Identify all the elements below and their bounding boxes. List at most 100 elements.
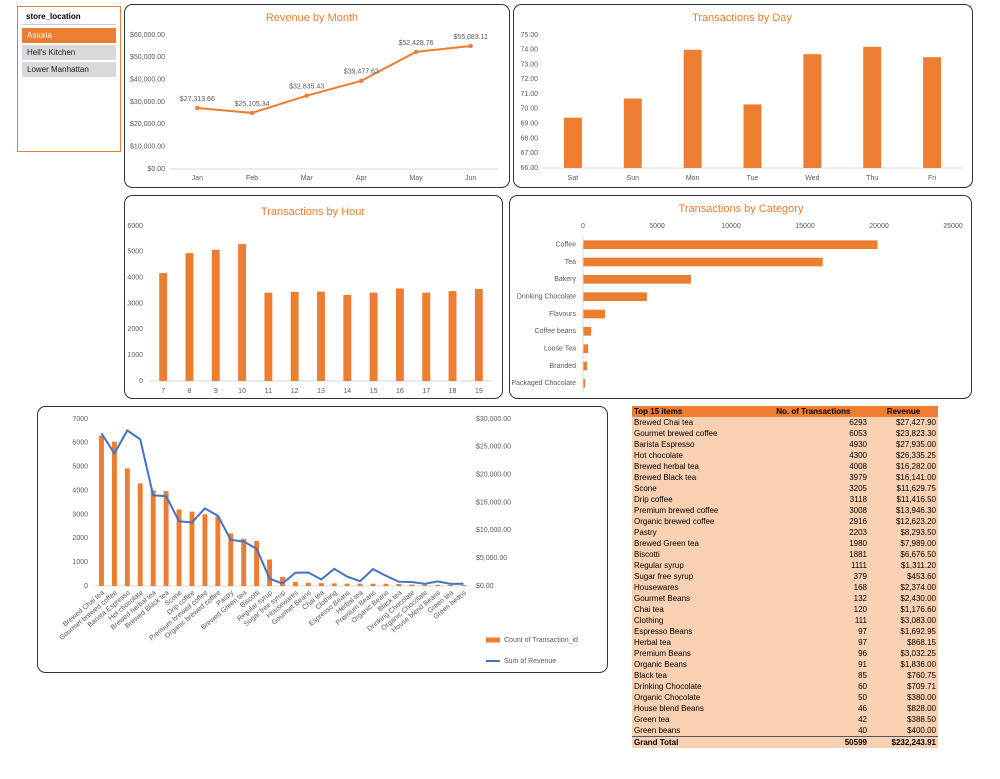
legend-label: Sum of Revenue (504, 658, 556, 665)
y-tick-label: $30,000.00 (130, 99, 165, 106)
table-row: House blend Beans 46 $828.00 (632, 703, 938, 714)
table-cell: 168 (853, 583, 867, 592)
table-row: Organic Beans 91 $1,836.00 (632, 659, 938, 670)
bar (583, 344, 589, 353)
header-cell: No. of Transactions (757, 406, 869, 417)
table-cell: 4930 (849, 440, 867, 449)
table-cell: 3205 (849, 484, 867, 493)
legend-label: Count of Transaction_id (504, 637, 578, 644)
table-cell: $3,032.25 (900, 649, 936, 658)
y-tick-label: $50,000.00 (130, 54, 165, 61)
line (197, 44, 471, 114)
chart-title: Transactions by Category (679, 203, 804, 215)
bar (305, 582, 311, 586)
bar (163, 491, 169, 586)
x-tick-label: 18 (449, 388, 457, 395)
table-cell: Premium Beans (634, 649, 691, 658)
table-cell: $453.60 (907, 572, 936, 581)
data-label: $52,428.76 (398, 40, 433, 47)
table-cell: $1,311.20 (901, 561, 936, 570)
table-cell: Sugar free syrup (634, 572, 694, 581)
y2-tick-label: $15,000.00 (476, 499, 511, 506)
table-row: Chai tea 120 $1,176.60 (632, 604, 938, 615)
table-cell: 1980 (849, 539, 867, 548)
bar (583, 292, 647, 301)
bar (189, 511, 195, 586)
bar (254, 541, 260, 586)
table-cell: Gourmet brewed coffee (634, 429, 718, 438)
bar (211, 249, 220, 381)
table-cell: 60 (858, 682, 867, 691)
y-tick-label: Tea (565, 259, 576, 266)
x-tick-label: Jun (465, 175, 476, 182)
bar (422, 292, 431, 381)
x-tick-label: Apr (356, 175, 368, 182)
point (249, 110, 255, 116)
x-tick-label: 14 (343, 388, 351, 395)
table-cell: Housewares (634, 583, 679, 592)
slicer-item[interactable]: Lower Manhattan (22, 62, 116, 77)
slicer-items: Astoria Hell's Kitchen Lower Manhattan (18, 28, 120, 77)
table-row: Pastry 2203 $8,293.50 (632, 527, 938, 538)
table-cell: $11,629.75 (896, 484, 936, 493)
bar (317, 291, 325, 381)
table-cell: 46 (858, 704, 867, 713)
table-row: Brewed Green tea 1980 $7,989.00 (632, 538, 938, 549)
bar (238, 244, 247, 381)
table-body: Brewed Chai tea 6293 $27,427.90 Gourmet bre… (632, 417, 938, 748)
table-row: Hot chocolate 4300 $26,335.25 (632, 450, 938, 461)
y-tick-label: 73.00 (520, 61, 538, 68)
bar (99, 435, 104, 586)
bar (383, 583, 389, 586)
y-tick-label: Coffee (556, 242, 577, 249)
table-cell: $232,243.91 (868, 736, 938, 748)
table-cell: $380.00 (907, 693, 936, 702)
y-tick-label: 67.00 (520, 150, 538, 157)
table-cell: 50599 (757, 736, 869, 748)
table-cell: $16,141.00 (895, 473, 936, 482)
table-cell: Regular syrup (634, 561, 684, 570)
bar (583, 240, 878, 249)
table-cell: Gourmet Beans (634, 594, 691, 603)
legend-swatch (486, 637, 500, 643)
y-tick-label: 0 (139, 378, 143, 385)
table-cell: $6,676.50 (900, 550, 936, 559)
table-cell: Herbal tea (634, 638, 671, 647)
x-tick-label: 0 (581, 223, 585, 230)
table-cell: 97 (858, 638, 867, 647)
slicer-item[interactable]: Astoria (22, 28, 116, 43)
table-cell: 120 (853, 605, 867, 614)
table-cell: $1,836.00 (900, 660, 936, 669)
table-row: Gourmet brewed coffee 6053 $23,823.30 (632, 428, 938, 439)
table-cell: $709.71 (907, 682, 936, 691)
x-tick-label: 15000 (795, 223, 815, 230)
table-row: Scone 3205 $11,629.75 (632, 483, 938, 494)
slicer-item[interactable]: Hell's Kitchen (22, 45, 116, 60)
x-tick-label: Mon (686, 175, 700, 182)
table-cell: $760.75 (907, 671, 936, 680)
panel (124, 4, 510, 188)
panel (124, 195, 503, 399)
table-cell: 111 (854, 616, 867, 625)
x-tick-label: Tue (747, 175, 759, 182)
table-cell: 132 (853, 594, 867, 603)
bar (241, 538, 247, 586)
y-tick-label: Loose Tea (544, 346, 576, 353)
y-tick-label: 71.00 (520, 91, 538, 98)
y-tick-label: $0.00 (147, 166, 165, 173)
point (195, 105, 200, 111)
point (413, 49, 419, 55)
y-tick-label: 5000 (72, 464, 88, 471)
table-cell: $388.50 (907, 715, 936, 724)
x-tick-label: 5000 (649, 223, 665, 230)
x-tick-label: Sun (627, 175, 640, 182)
table-cell: $27,935.00 (895, 440, 936, 449)
x-tick-label: 25000 (943, 223, 963, 230)
bar (474, 289, 483, 381)
bar (461, 585, 466, 586)
y-tick-label: 69.00 (520, 121, 538, 128)
bar (228, 533, 234, 586)
y-tick-label: 1000 (72, 559, 88, 566)
panel (509, 195, 972, 399)
x-tick-label: Thu (866, 175, 878, 182)
